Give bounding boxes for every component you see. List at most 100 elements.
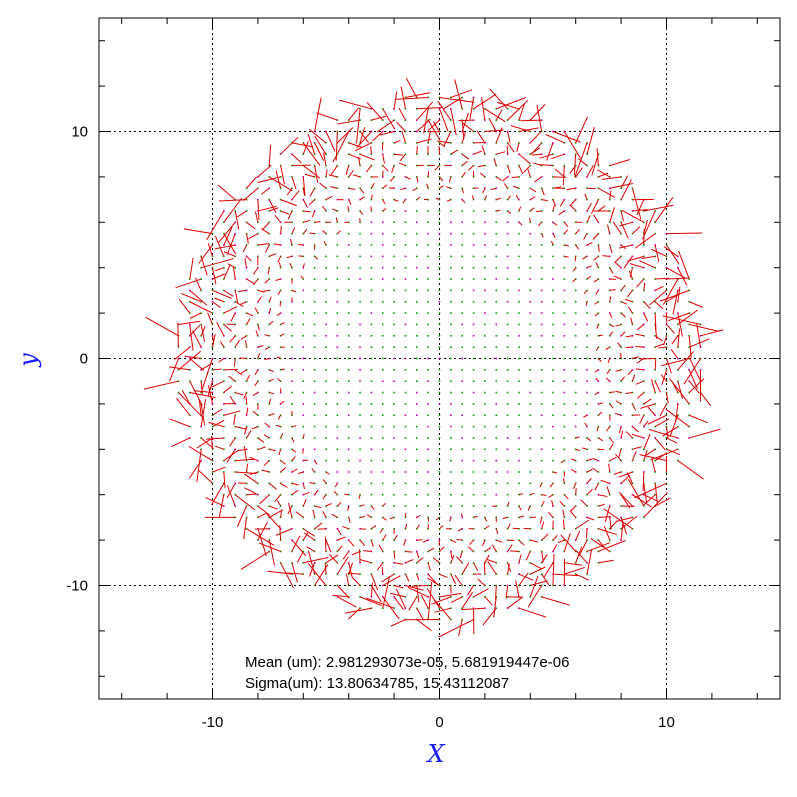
grid-marker	[336, 471, 339, 473]
field-vector	[423, 108, 429, 134]
field-vector	[267, 570, 293, 575]
field-vector	[382, 502, 387, 507]
field-vector	[609, 190, 612, 200]
field-vector	[336, 556, 349, 575]
field-vector	[597, 244, 600, 253]
grid-marker	[370, 130, 373, 133]
field-vector	[586, 126, 595, 155]
field-vector	[291, 289, 297, 293]
grid-marker	[245, 346, 248, 348]
grid-marker	[347, 425, 350, 428]
field-vector	[416, 101, 434, 121]
grid-marker	[620, 403, 622, 405]
field-vector	[529, 131, 542, 144]
grid-marker	[586, 459, 588, 462]
grid-marker	[268, 232, 271, 235]
field-vector	[396, 121, 406, 132]
field-vector	[450, 554, 455, 563]
grid-marker	[427, 266, 429, 269]
field-vector	[635, 345, 644, 348]
field-vector	[249, 471, 259, 475]
grid-marker	[461, 210, 463, 212]
field-vector	[496, 539, 503, 543]
grid-marker	[484, 176, 486, 178]
grid-marker	[370, 369, 373, 371]
grid-marker	[450, 357, 452, 360]
grid-marker	[518, 323, 520, 326]
grid-marker	[393, 232, 395, 235]
field-vector	[291, 437, 295, 443]
grid-marker	[381, 357, 384, 360]
field-vector	[529, 575, 539, 598]
x-axis-title: X	[425, 740, 445, 768]
field-vector	[229, 396, 236, 405]
grid-marker	[427, 108, 429, 110]
grid-marker	[302, 391, 305, 394]
grid-marker	[563, 335, 566, 337]
field-vector	[575, 244, 580, 250]
grid-marker	[438, 493, 441, 496]
grid-marker	[665, 425, 668, 428]
field-vector	[344, 493, 349, 496]
field-vector	[627, 290, 633, 298]
grid-marker	[393, 584, 395, 587]
grid-marker	[484, 210, 486, 212]
field-vector	[296, 551, 304, 563]
grid-marker	[597, 244, 600, 246]
field-vector	[223, 289, 234, 297]
grid-marker	[279, 437, 282, 439]
field-vector	[598, 358, 602, 362]
field-vector	[371, 524, 377, 530]
field-vector	[416, 196, 421, 200]
field-vector	[665, 408, 690, 427]
field-vector	[382, 576, 390, 609]
field-vector	[631, 450, 637, 461]
field-vector	[434, 165, 440, 171]
grid-marker	[586, 323, 588, 326]
field-vector	[624, 298, 633, 303]
grid-marker	[393, 425, 395, 428]
field-vector	[302, 141, 309, 155]
grid-marker	[381, 369, 384, 371]
grid-marker	[257, 380, 259, 382]
grid-marker	[529, 278, 532, 280]
field-vector	[354, 142, 372, 152]
field-vector	[496, 151, 506, 155]
field-vector	[530, 562, 542, 570]
field-vector	[170, 437, 191, 448]
field-vector	[592, 233, 599, 240]
grid-marker	[563, 369, 566, 371]
grid-marker	[495, 369, 498, 371]
grid-marker	[370, 323, 373, 326]
field-vector	[543, 562, 554, 578]
grid-marker	[347, 391, 350, 394]
field-vector	[654, 285, 664, 291]
grid-marker	[393, 357, 395, 360]
grid-marker	[393, 403, 395, 405]
grid-marker	[347, 471, 350, 473]
field-vector	[484, 129, 504, 132]
field-vector	[560, 534, 577, 552]
grid-marker	[506, 130, 509, 133]
field-vector	[351, 550, 361, 556]
grid-marker	[461, 176, 463, 178]
field-vector	[197, 469, 213, 484]
grid-marker	[291, 346, 293, 348]
field-vector	[661, 369, 667, 386]
grid-marker	[404, 323, 407, 326]
field-vector	[620, 284, 626, 291]
field-vector	[322, 494, 327, 500]
grid-marker	[608, 516, 611, 519]
grid-marker	[484, 244, 486, 246]
field-vector	[642, 210, 656, 240]
field-vector	[302, 263, 305, 268]
grid-marker	[472, 369, 475, 371]
field-vector	[636, 324, 645, 331]
grid-marker	[484, 380, 486, 382]
field-vector	[654, 313, 657, 330]
grid-marker	[427, 187, 429, 190]
grid-marker	[393, 391, 395, 394]
field-vector	[598, 172, 609, 178]
grid-marker	[654, 425, 656, 428]
field-vector	[620, 301, 628, 305]
